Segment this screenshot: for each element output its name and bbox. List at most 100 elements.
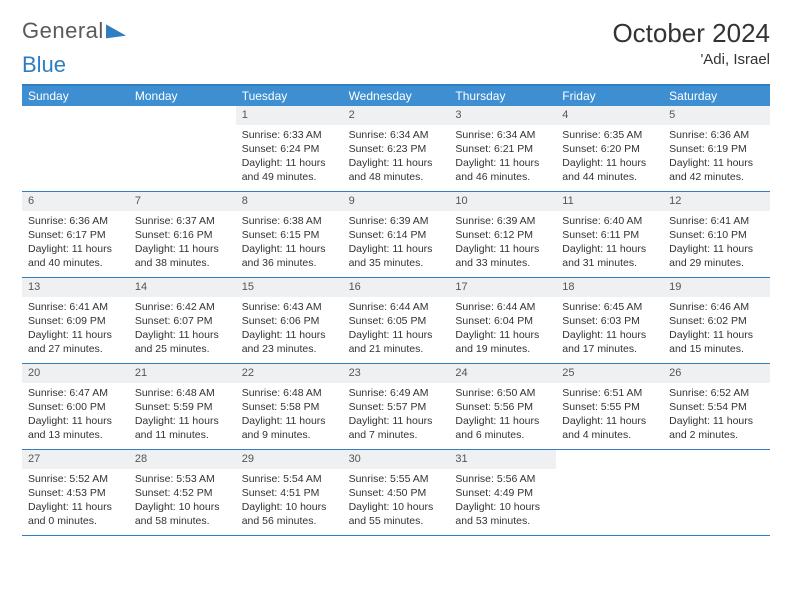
date-number: 12	[663, 192, 770, 211]
date-number: 30	[343, 450, 450, 469]
day-cell: 30 Sunrise: 5:55 AMSunset: 4:50 PMDayligh…	[343, 450, 450, 536]
day-cell: 11 Sunrise: 6:40 AMSunset: 6:11 PMDayligh…	[556, 192, 663, 278]
brand-triangle-icon	[106, 22, 126, 39]
day-info: Sunrise: 6:52 AMSunset: 5:54 PMDaylight:…	[663, 386, 770, 443]
day-cell: 21Sunrise: 6:48 AMSunset: 5:59 PMDayligh…	[129, 364, 236, 450]
location-label: 'Adi, Israel	[612, 51, 770, 68]
day-info: Sunrise: 6:42 AMSunset: 6:07 PMDaylight:…	[129, 300, 236, 357]
day-info: Sunrise: 6:41 AMSunset: 6:10 PMDaylight:…	[663, 214, 770, 271]
dayname-header: Friday	[556, 86, 663, 106]
day-cell: 5 Sunrise: 6:36 AMSunset: 6:19 PMDaylight…	[663, 106, 770, 192]
brand-logo: General	[22, 18, 126, 44]
date-number: 13	[22, 278, 129, 297]
date-number: 16	[343, 278, 450, 297]
day-cell: 1 Sunrise: 6:33 AMSunset: 6:24 PMDaylight…	[236, 106, 343, 192]
day-cell: 13Sunrise: 6:41 AMSunset: 6:09 PMDayligh…	[22, 278, 129, 364]
day-info: Sunrise: 5:53 AMSunset: 4:52 PMDaylight:…	[129, 472, 236, 529]
date-number: 11	[556, 192, 663, 211]
day-cell: 14 Sunrise: 6:42 AMSunset: 6:07 PMDayligh…	[129, 278, 236, 364]
day-info: Sunrise: 6:47 AMSunset: 6:00 PMDaylight:…	[22, 386, 129, 443]
day-info: Sunrise: 5:55 AMSunset: 4:50 PMDaylight:…	[343, 472, 450, 529]
day-cell: 2Sunrise: 6:34 AMSunset: 6:23 PMDaylight…	[343, 106, 450, 192]
date-number: 22	[236, 364, 343, 383]
day-cell: 29Sunrise: 5:54 AMSunset: 4:51 PMDayligh…	[236, 450, 343, 536]
date-number: 19	[663, 278, 770, 297]
day-cell: 4Sunrise: 6:35 AMSunset: 6:20 PMDaylight…	[556, 106, 663, 192]
day-cell: 10 Sunrise: 6:39 AMSunset: 6:12 PMDayligh…	[449, 192, 556, 278]
day-cell: 18 Sunrise: 6:45 AMSunset: 6:03 PMDayligh…	[556, 278, 663, 364]
day-info: Sunrise: 6:39 AMSunset: 6:12 PMDaylight:…	[449, 214, 556, 271]
dayname-header: Monday	[129, 86, 236, 106]
date-number: 9	[343, 192, 450, 211]
date-number: 31	[449, 450, 556, 469]
day-info: Sunrise: 6:49 AMSunset: 5:57 PMDaylight:…	[343, 386, 450, 443]
date-number: 10	[449, 192, 556, 211]
day-info: Sunrise: 6:45 AMSunset: 6:03 PMDaylight:…	[556, 300, 663, 357]
dayname-header: Wednesday	[343, 86, 450, 106]
date-number: 2	[343, 106, 450, 125]
day-info: Sunrise: 6:40 AMSunset: 6:11 PMDaylight:…	[556, 214, 663, 271]
day-cell: 6 Sunrise: 6:36 AMSunset: 6:17 PMDaylight…	[22, 192, 129, 278]
day-cell: 3 Sunrise: 6:34 AMSunset: 6:21 PMDaylight…	[449, 106, 556, 192]
day-info: Sunrise: 6:43 AMSunset: 6:06 PMDaylight:…	[236, 300, 343, 357]
date-number: 24	[449, 364, 556, 383]
empty-cell: .	[663, 450, 770, 536]
date-number: 14	[129, 278, 236, 297]
day-cell: 19 Sunrise: 6:46 AMSunset: 6:02 PMDayligh…	[663, 278, 770, 364]
date-number: 7	[129, 192, 236, 211]
date-number: 25	[556, 364, 663, 383]
date-number: 8	[236, 192, 343, 211]
day-info: Sunrise: 5:52 AMSunset: 4:53 PMDaylight:…	[22, 472, 129, 529]
day-info: Sunrise: 6:44 AMSunset: 6:05 PMDaylight:…	[343, 300, 450, 357]
brand-part2: Blue	[22, 52, 66, 77]
day-cell: 8 Sunrise: 6:38 AMSunset: 6:15 PMDaylight…	[236, 192, 343, 278]
day-info: Sunrise: 6:38 AMSunset: 6:15 PMDaylight:…	[236, 214, 343, 271]
date-number: 29	[236, 450, 343, 469]
day-info: Sunrise: 6:51 AMSunset: 5:55 PMDaylight:…	[556, 386, 663, 443]
day-cell: 26Sunrise: 6:52 AMSunset: 5:54 PMDayligh…	[663, 364, 770, 450]
empty-cell: .	[22, 106, 129, 192]
date-number: 28	[129, 450, 236, 469]
date-number: 20	[22, 364, 129, 383]
day-cell: 12 Sunrise: 6:41 AMSunset: 6:10 PMDayligh…	[663, 192, 770, 278]
day-cell: 16 Sunrise: 6:44 AMSunset: 6:05 PMDayligh…	[343, 278, 450, 364]
day-cell: 15 Sunrise: 6:43 AMSunset: 6:06 PMDayligh…	[236, 278, 343, 364]
day-info: Sunrise: 6:50 AMSunset: 5:56 PMDaylight:…	[449, 386, 556, 443]
day-info: Sunrise: 6:46 AMSunset: 6:02 PMDaylight:…	[663, 300, 770, 357]
date-number: 18	[556, 278, 663, 297]
date-number: 5	[663, 106, 770, 125]
calendar-grid: SundayMondayTuesdayWednesdayThursdayFrid…	[22, 84, 770, 536]
empty-cell: .	[129, 106, 236, 192]
day-cell: 27 Sunrise: 5:52 AMSunset: 4:53 PMDayligh…	[22, 450, 129, 536]
dayname-header: Tuesday	[236, 86, 343, 106]
day-cell: 24 Sunrise: 6:50 AMSunset: 5:56 PMDayligh…	[449, 364, 556, 450]
day-cell: 23 Sunrise: 6:49 AMSunset: 5:57 PMDayligh…	[343, 364, 450, 450]
dayname-header: Saturday	[663, 86, 770, 106]
date-number: 6	[22, 192, 129, 211]
day-cell: 17 Sunrise: 6:44 AMSunset: 6:04 PMDayligh…	[449, 278, 556, 364]
day-info: Sunrise: 6:36 AMSunset: 6:17 PMDaylight:…	[22, 214, 129, 271]
brand-part1: General	[22, 18, 104, 44]
page-title: October 2024	[612, 18, 770, 49]
date-number: 21	[129, 364, 236, 383]
day-cell: 20 Sunrise: 6:47 AMSunset: 6:00 PMDayligh…	[22, 364, 129, 450]
day-cell: 9 Sunrise: 6:39 AMSunset: 6:14 PMDaylight…	[343, 192, 450, 278]
day-info: Sunrise: 6:39 AMSunset: 6:14 PMDaylight:…	[343, 214, 450, 271]
dayname-header: Sunday	[22, 86, 129, 106]
title-block: October 2024 'Adi, Israel	[612, 18, 770, 68]
day-info: Sunrise: 6:48 AMSunset: 5:58 PMDaylight:…	[236, 386, 343, 443]
day-cell: 31Sunrise: 5:56 AMSunset: 4:49 PMDayligh…	[449, 450, 556, 536]
date-number: 23	[343, 364, 450, 383]
day-info: Sunrise: 6:34 AMSunset: 6:21 PMDaylight:…	[449, 128, 556, 185]
day-info: Sunrise: 6:36 AMSunset: 6:19 PMDaylight:…	[663, 128, 770, 185]
dayname-header: Thursday	[449, 86, 556, 106]
date-number: 3	[449, 106, 556, 125]
day-cell: 7Sunrise: 6:37 AMSunset: 6:16 PMDaylight…	[129, 192, 236, 278]
date-number: 15	[236, 278, 343, 297]
date-number: 1	[236, 106, 343, 125]
day-info: Sunrise: 6:33 AMSunset: 6:24 PMDaylight:…	[236, 128, 343, 185]
date-number: 17	[449, 278, 556, 297]
day-info: Sunrise: 6:44 AMSunset: 6:04 PMDaylight:…	[449, 300, 556, 357]
empty-cell: .	[556, 450, 663, 536]
date-number: 27	[22, 450, 129, 469]
